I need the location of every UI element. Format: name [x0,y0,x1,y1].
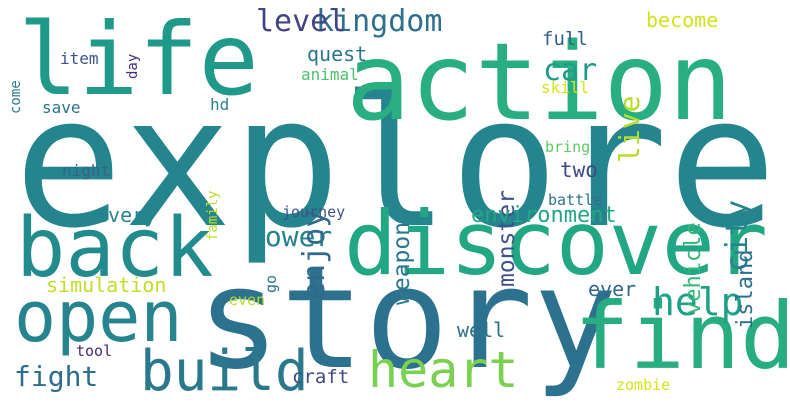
word-story: story [196,238,618,401]
word-back: back [16,201,214,296]
word-day: day [125,53,141,79]
word-animal: animal [301,65,359,84]
word-power: power [248,220,333,253]
word-every: every [96,203,157,227]
word-well: well [457,318,506,342]
word-island: island [733,249,758,329]
word-kingdom: kingdom [316,4,443,39]
word-level: level [256,4,347,39]
word-simulation: simulation [46,273,167,297]
word-enjoy: enjoy [297,209,332,300]
word-save: save [42,98,81,117]
word-vehicle: vehicle [681,222,706,315]
word-car: car [543,53,598,88]
word-even: even [229,291,266,309]
word-open: open [14,276,183,358]
word-discover: discover [344,192,768,295]
word-live: live [613,95,646,163]
word-fight: fight [14,360,99,393]
word-life: life [18,1,259,118]
word-environment: environment [471,203,617,228]
word-skill: skill [541,78,590,97]
word-bring: bring [545,138,591,156]
word-explore: explore [14,57,777,268]
word-weapon: weapon [389,221,415,305]
word-become: become [646,8,719,32]
word-build: build [140,339,309,404]
word-go: go [262,274,280,293]
word-tool: tool [76,342,113,360]
word-battle: battle [548,191,603,209]
word-heart: heart [368,341,519,399]
word-craft: craft [292,366,350,388]
word-find: find [574,283,790,390]
word-hd: hd [210,95,230,114]
word-full: full [542,28,588,50]
word-zombie: zombie [616,376,671,394]
word-two: two [560,158,598,182]
word-quest: quest [307,42,368,66]
word-help: help [652,280,744,324]
word-item: item [60,49,99,68]
word-come: come [8,80,24,114]
word-action: action [346,21,733,145]
word-family: family [205,190,221,241]
word-journey: journey [282,203,346,221]
word-night: night [62,161,111,180]
word-ever: ever [588,277,637,301]
